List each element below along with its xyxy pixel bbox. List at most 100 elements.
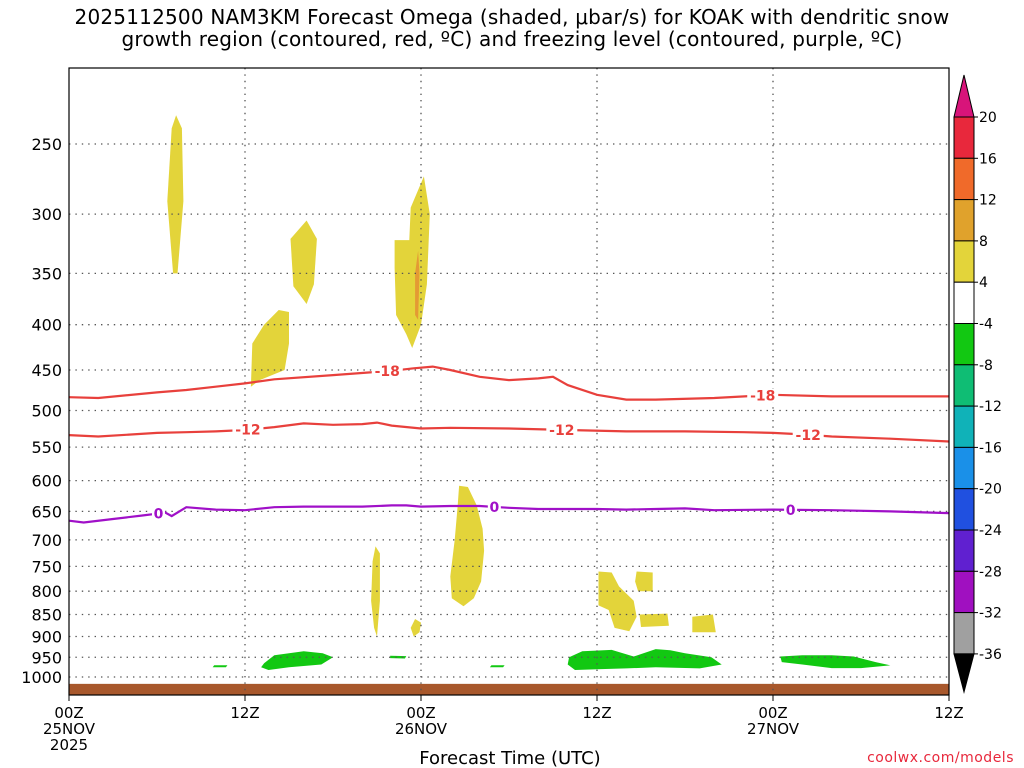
y-tick-label: 400 <box>31 316 62 335</box>
omega-pos-4-8-region <box>371 546 380 637</box>
chart-title-line1: 2025112500 NAM3KM Forecast Omega (shaded… <box>74 5 950 29</box>
colorbar-swatch <box>953 157 975 201</box>
y-tick-label: 900 <box>31 627 62 646</box>
dgz-bottom-12C-label: -12 <box>235 423 260 439</box>
chart-title: 2025112500 NAM3KM Forecast Omega (shaded… <box>0 6 1024 50</box>
colorbar-label: -12 <box>979 399 1002 415</box>
omega-neg-4-8-region <box>390 655 407 659</box>
contour-layer: -18 -18 -12 -12 -12 0 0 0 <box>68 364 950 524</box>
x-tick-label: 12Z <box>934 704 963 722</box>
colorbar-swatch <box>953 612 975 655</box>
colorbar-label: -36 <box>979 647 1002 663</box>
y-tick-label: 950 <box>31 648 62 667</box>
colorbar-label: 8 <box>979 234 988 250</box>
contour-label-bg <box>371 364 403 379</box>
y-tick-label: 350 <box>31 264 62 283</box>
y-tick-label: 300 <box>31 205 62 224</box>
colorbar-swatch <box>953 323 975 366</box>
colorbar-label: 4 <box>979 275 988 291</box>
colorbar-label: -4 <box>979 317 993 333</box>
y-tick-label: 800 <box>31 582 62 601</box>
colorbar-label: -16 <box>979 440 1002 456</box>
omega-pos-4-8-region <box>290 220 317 304</box>
x-tick-label: 12Z <box>582 704 611 722</box>
contour-label-bg <box>546 422 578 437</box>
colorbar-swatch <box>953 240 975 283</box>
colorbar-label: -28 <box>979 564 1002 580</box>
x-axis-title: Forecast Time (UTC) <box>419 748 600 768</box>
y-tick-label: 550 <box>31 438 62 457</box>
colorbar-swatch <box>953 199 975 242</box>
omega-neg-4-8-region <box>489 665 505 668</box>
x-tick-label: 00Z <box>406 704 435 722</box>
grid-layer <box>69 68 949 695</box>
omega-shading-layer <box>167 115 891 670</box>
y-tick-label: 700 <box>31 531 62 550</box>
contour-label-bg <box>487 499 501 514</box>
x-tick-label: 2025 <box>50 736 88 754</box>
y-axis-ticks: 250 300 350 400 450 500 550 600 650 700 750 800 850 9… <box>21 135 62 687</box>
omega-pos-4-8-region <box>635 571 653 592</box>
x-tick-label: 00Z <box>54 704 83 722</box>
omega-pos-4-8-region <box>394 176 430 348</box>
chart-title-line2: growth region (contoured, red, ºC) and f… <box>121 27 903 51</box>
colorbar-swatch <box>953 488 975 531</box>
colorbar-top-arrow <box>953 74 975 118</box>
colorbar-label: -32 <box>979 606 1002 622</box>
y-tick-label: 750 <box>31 557 62 576</box>
colorbar-label: -8 <box>979 358 993 374</box>
freezing-level-0C-label: 0 <box>489 500 499 516</box>
y-tick-label: 650 <box>31 502 62 521</box>
x-tick-label: 00Z <box>758 704 787 722</box>
colorbar-swatch <box>953 281 975 325</box>
y-tick-label: 500 <box>31 402 62 421</box>
contour-label-bg <box>792 427 824 442</box>
omega-pos-4-8-region <box>250 310 289 387</box>
omega-pos-4-8-region <box>692 614 716 633</box>
omega-pos-4-8-region <box>410 619 421 637</box>
y-tick-label: 600 <box>31 472 62 491</box>
colorbar-bottom-arrow <box>953 653 975 694</box>
freezing-level-0C-label: 0 <box>786 503 796 519</box>
dgz-top-18C-label: -18 <box>375 364 400 380</box>
x-tick-label: 26NOV <box>395 720 448 738</box>
dgz-top-18C-label: -18 <box>750 388 775 404</box>
x-tick-label: 12Z <box>230 704 259 722</box>
x-tick-label: 25NOV <box>43 720 96 738</box>
colorbar-swatch <box>953 364 975 407</box>
credit-link[interactable]: coolwx.com/models <box>867 750 1014 766</box>
dgz-bottom-12C-label: -12 <box>796 428 821 444</box>
colorbar-label: -20 <box>979 482 1002 498</box>
omega-neg-4-8-region <box>780 655 891 669</box>
dgz-bottom-12C-line <box>68 421 950 443</box>
y-tick-label: 850 <box>31 606 62 625</box>
colorbar-swatch <box>953 529 975 572</box>
omega-neg-4-8-region <box>567 649 722 670</box>
contour-label-bg <box>747 388 779 403</box>
colorbar-label: 16 <box>979 151 997 167</box>
omega-pos-4-8-region <box>450 485 485 607</box>
omega-neg-4-8-region <box>261 651 333 670</box>
omega-neg-4-8-region <box>212 665 228 668</box>
omega-pos-4-8-region <box>167 115 184 274</box>
colorbar-swatch <box>953 446 975 490</box>
dgz-bottom-12C-label: -12 <box>549 423 574 439</box>
contour-label-bg <box>151 506 165 521</box>
freezing-level-0C-label: 0 <box>154 506 164 522</box>
dgz-top-18C-line <box>68 365 949 401</box>
x-tick-label: 27NOV <box>747 720 800 738</box>
omega-pos-8-12-region <box>415 250 420 320</box>
contour-label-bg <box>784 502 798 517</box>
y-tick-label: 1000 <box>21 668 62 687</box>
colorbar-swatch <box>953 405 975 448</box>
colorbar-label: 20 <box>979 110 997 126</box>
colorbar-label: -24 <box>979 523 1002 539</box>
colorbar-swatch <box>953 116 975 159</box>
y-tick-label: 250 <box>31 135 62 154</box>
terrain-strip <box>69 683 949 695</box>
plot-frame <box>68 67 950 696</box>
y-tick-label: 450 <box>31 361 62 380</box>
terrain-layer <box>69 683 949 695</box>
colorbar-legend: 20 16 12 8 4 -4 -8 -12 -16 -20 -24 -28 -32 -36 <box>953 74 1002 694</box>
